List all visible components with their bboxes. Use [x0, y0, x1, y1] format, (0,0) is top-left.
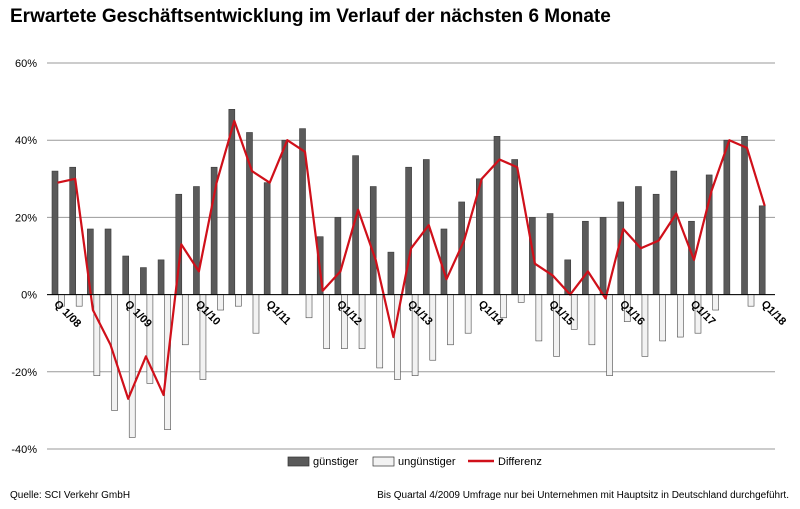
- bar-guenstiger: [281, 139, 289, 295]
- bar-guenstiger: [387, 251, 395, 295]
- bar-unguenstiger: [252, 294, 260, 334]
- bar-unguenstiger: [429, 294, 437, 361]
- bar-guenstiger: [263, 182, 271, 295]
- y-tick-label: 40%: [15, 135, 37, 147]
- legend-swatch: [287, 456, 310, 467]
- bar-unguenstiger: [570, 294, 578, 330]
- y-tick-label: 60%: [15, 58, 37, 70]
- chart-title: Erwartete Geschäftsentwicklung im Verlau…: [10, 6, 611, 27]
- bar-guenstiger: [670, 170, 678, 295]
- x-tick-label: Q1/18: [759, 298, 789, 328]
- legend-item-unguenstiger: ungünstiger: [372, 456, 456, 468]
- bar-guenstiger: [157, 259, 165, 295]
- legend-label: günstiger: [313, 456, 359, 468]
- bar-unguenstiger: [676, 294, 684, 338]
- y-tick-label: -20%: [11, 367, 37, 379]
- y-tick-label: 0%: [21, 290, 37, 302]
- y-tick-label: 20%: [15, 212, 37, 224]
- bar-guenstiger: [51, 170, 59, 295]
- bar-guenstiger: [723, 139, 731, 295]
- bar-guenstiger: [758, 205, 766, 295]
- bar-guenstiger: [635, 186, 642, 295]
- bar-unguenstiger: [464, 294, 472, 334]
- bar-unguenstiger: [659, 294, 666, 342]
- legend-item-differenz: Differenz: [468, 456, 542, 468]
- legend-label: ungünstiger: [398, 456, 456, 468]
- bar-unguenstiger: [75, 294, 83, 307]
- bar-unguenstiger: [217, 294, 224, 311]
- bar-unguenstiger: [323, 294, 331, 349]
- bar-unguenstiger: [447, 294, 454, 346]
- bar-guenstiger: [582, 220, 589, 295]
- bar-guenstiger: [369, 186, 377, 295]
- x-tick-label: Q1/11: [264, 298, 293, 327]
- bar-guenstiger: [69, 166, 76, 295]
- bar-unguenstiger: [181, 294, 189, 346]
- bar-guenstiger: [741, 136, 748, 295]
- y-tick-label: -40%: [11, 444, 37, 456]
- bar-guenstiger: [334, 217, 342, 295]
- bar-guenstiger: [140, 267, 147, 295]
- bar-unguenstiger: [747, 294, 755, 307]
- bar-unguenstiger: [535, 294, 543, 342]
- bar-unguenstiger: [305, 294, 313, 319]
- bar-guenstiger: [652, 193, 660, 295]
- source-note: Quelle: SCI Verkehr GmbH: [10, 490, 130, 501]
- legend: günstiger ungünstiger Differenz: [287, 456, 542, 468]
- bar-unguenstiger: [712, 294, 719, 311]
- bar-guenstiger: [104, 228, 112, 295]
- bar-unguenstiger: [235, 294, 242, 307]
- bar-unguenstiger: [606, 294, 613, 376]
- bar-unguenstiger: [517, 294, 525, 303]
- bar-unguenstiger: [588, 294, 596, 346]
- bar-guenstiger: [511, 159, 518, 295]
- bar-guenstiger: [546, 213, 554, 295]
- legend-swatch: [372, 456, 395, 467]
- bar-unguenstiger: [641, 294, 649, 357]
- bar-unguenstiger: [376, 294, 384, 369]
- bar-unguenstiger: [93, 294, 101, 376]
- bar-guenstiger: [599, 217, 607, 295]
- legend-label: Differenz: [498, 456, 542, 468]
- bar-guenstiger: [122, 255, 130, 295]
- bars-layer: [51, 109, 766, 438]
- footnote: Bis Quartal 4/2009 Umfrage nur bei Unter…: [377, 490, 789, 501]
- legend-item-guenstiger: günstiger: [287, 456, 359, 468]
- bar-guenstiger: [193, 186, 200, 295]
